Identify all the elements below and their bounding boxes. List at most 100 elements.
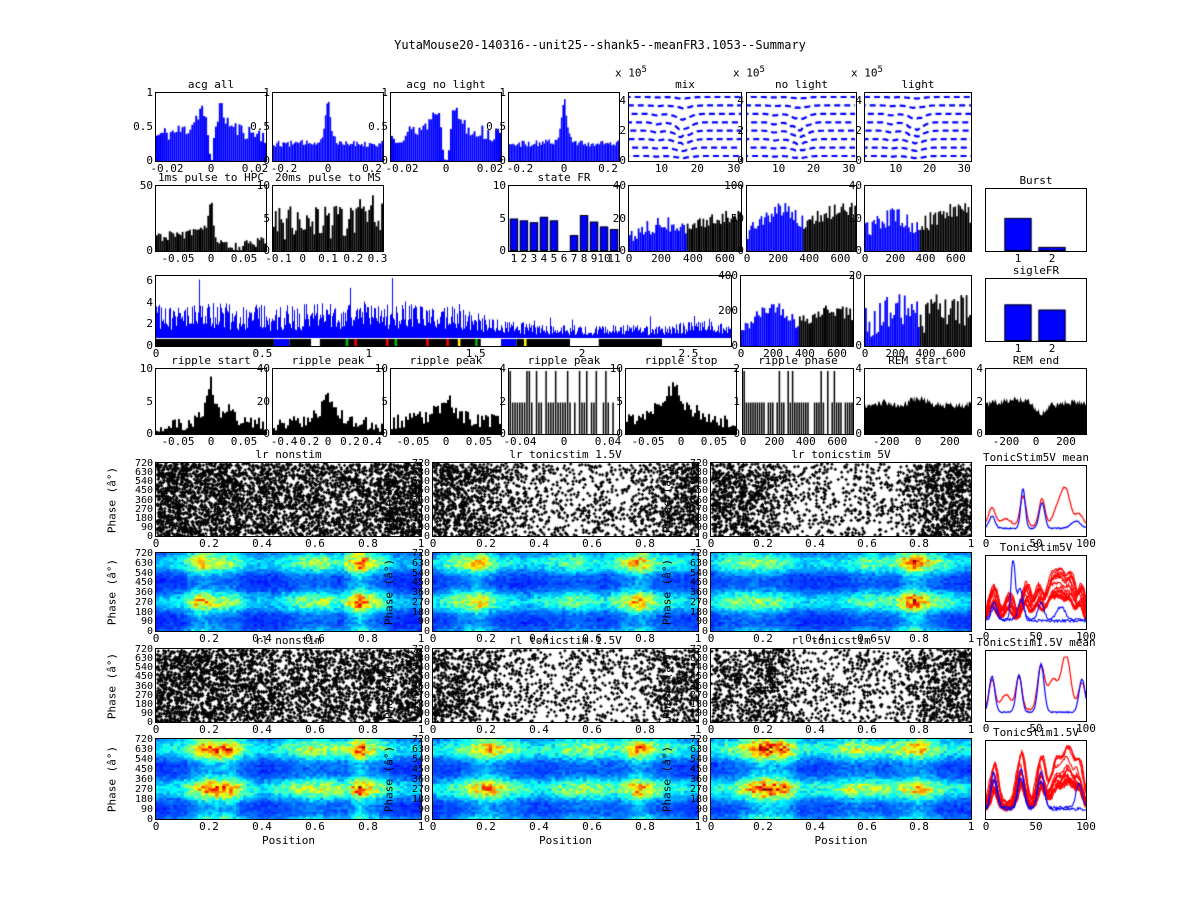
- x-tick-label: 400: [915, 252, 936, 265]
- panel-tonicstim5v-mean: TonicStim5V mean 0 50 100: [983, 451, 1096, 550]
- panel-heatmap-rl-tonicstim-5v: Phase (â°) Position 720 630 540 450 360 270 180 9…: [661, 735, 975, 848]
- y-tick-label: 5: [263, 211, 270, 225]
- y-tick-label: 2: [733, 362, 740, 375]
- y-tick-label: 0: [499, 154, 506, 167]
- x-tick-label: 600: [827, 435, 848, 448]
- plot-canvas-ripple-peak-narrow: [509, 369, 619, 434]
- y-tick-label: 0: [499, 427, 506, 440]
- y-tick-label: 2: [855, 394, 862, 408]
- y-tick-label: 450: [689, 577, 708, 589]
- y-tick-label: 20: [612, 211, 626, 225]
- x-tick-label: 1: [510, 252, 518, 265]
- plot-canvas-heatmap-lr-tonicstim-1-5v: [433, 553, 698, 631]
- y-tick-label: 360: [689, 774, 708, 785]
- x-tick-label: 0.6: [582, 537, 602, 550]
- x-tick-label: 0.6: [857, 820, 877, 833]
- y-tick-label: 0: [146, 814, 153, 825]
- y-tick-label: 40: [848, 179, 862, 192]
- y-tick-label: 630: [411, 653, 430, 665]
- y-tick-label: 450: [411, 577, 430, 589]
- panel-ripple-peak-wide: ripple peak 0 20 40 -0.4 -0.2 0 0.2 0.4: [257, 354, 384, 448]
- x-tick-label: 50: [1029, 820, 1043, 833]
- plot-canvas-raster-lr-tonicstim-1-5v: [433, 463, 698, 536]
- x-tick-label: 0: [324, 435, 332, 448]
- plot-canvas-raster-rl-tonicstim-5v: [711, 649, 971, 722]
- x-tick-label: 1: [967, 723, 975, 736]
- y-axis-label: Phase (â°): [660, 558, 674, 626]
- y-tick-label: 360: [411, 680, 430, 692]
- x-tick-label: 1: [417, 632, 425, 645]
- axis-exponent-label: x 105: [733, 65, 765, 80]
- plot-canvas-ripple-peak-wide: [273, 369, 383, 434]
- panel-raster-rl-nonstim: rl nonstim Phase (â°) 720 630 540 450 360 270 18…: [106, 634, 425, 736]
- x-tick-label: 0: [152, 537, 160, 550]
- y-tick-label: 540: [134, 567, 153, 579]
- y-tick-label: 20: [848, 211, 862, 225]
- y-tick-label: 630: [411, 744, 430, 755]
- y-tick-label: 5: [616, 394, 623, 408]
- x-tick-label: 2: [1048, 252, 1056, 265]
- panel-title: ripple phase: [758, 354, 838, 367]
- y-axis-label: Phase (â°): [105, 466, 119, 533]
- panel-title: 1ms pulse to HPC: [158, 171, 264, 184]
- panel-pulse-20ms-ms: 20ms pulse to MS 0 5 10 -0.1 0 0.1 0.2 0.3: [257, 171, 388, 265]
- x-tick-label: 0.2: [753, 723, 773, 736]
- x-tick-label: 0: [152, 347, 160, 360]
- y-tick-label: 4: [976, 362, 983, 375]
- x-tick-label: -0.2: [292, 435, 320, 448]
- x-tick-label: 0.4: [529, 820, 549, 833]
- panel-tonicstim1-5v-mean: TonicStim1.5V mean 0 50 100: [976, 636, 1096, 735]
- y-tick-label: 180: [689, 698, 708, 710]
- x-tick-label: 0.05: [230, 435, 258, 448]
- y-tick-label: 90: [417, 521, 430, 533]
- panel-title: mix: [675, 78, 695, 91]
- panel-heatmap-lr-tonicstim-5v: Phase (â°) 720 630 540 450 360 270 180 90 0 0 0.2 0.…: [661, 549, 975, 646]
- plot-canvas-heatmap-rl-nonstim: [156, 739, 421, 819]
- y-tick-label: 360: [134, 680, 153, 692]
- y-tick-label: 630: [689, 557, 708, 569]
- x-tick-label: 1: [694, 723, 702, 736]
- y-tick-label: 270: [689, 784, 708, 795]
- y-tick-label: 4: [737, 94, 744, 108]
- panel-title: REM start: [888, 354, 948, 367]
- y-tick-label: 10: [492, 179, 506, 192]
- y-tick-label: 180: [689, 512, 708, 524]
- y-tick-label: 0: [146, 626, 153, 637]
- y-tick-label: 0: [976, 427, 983, 440]
- y-tick-label: 540: [689, 567, 708, 579]
- y-tick-label: 50: [730, 211, 744, 225]
- y-tick-label: 0: [855, 339, 862, 352]
- y-tick-label: 360: [689, 494, 708, 506]
- plot-canvas-tonicstim5v-all: [986, 556, 1086, 629]
- panel-raster-lr-tonicstim-1-5v: lr tonicstim 1.5V Phase (â°) 720 630 540 450 3…: [383, 448, 702, 550]
- x-tick-label: 6: [560, 252, 568, 265]
- y-tick-label: 540: [411, 567, 430, 579]
- panel-rate-hist-mix: 0 20 40 0 200 400 600: [613, 180, 742, 265]
- y-tick-label: 0: [423, 717, 430, 728]
- y-tick-label: 720: [411, 548, 430, 559]
- axis-exponent-label: x 105: [851, 65, 883, 80]
- x-tick-label: 0.4: [805, 537, 825, 550]
- x-tick-label: 100: [1076, 820, 1096, 833]
- panel-title: rl nonstim: [255, 634, 322, 647]
- x-tick-label: 0: [442, 435, 450, 448]
- y-tick-label: 90: [140, 707, 153, 719]
- x-tick-label: 0.4: [252, 632, 272, 645]
- panel-title: ripple peak: [291, 354, 365, 367]
- panel-state-fr: state FR 0 5 10 1 2 3 4 5 6 7 8 9 10 11: [493, 171, 621, 265]
- x-tick-label: 1: [694, 632, 702, 645]
- y-tick-label: 20: [848, 269, 862, 282]
- panel-acg-no-light-wide: 0 0.5 1 -0.2 0 0.2: [486, 87, 620, 175]
- x-tick-label: 0: [560, 435, 568, 448]
- x-tick-label: 100: [1076, 630, 1096, 643]
- x-tick-label: 0.4: [252, 820, 272, 833]
- x-tick-label: 400: [683, 252, 703, 265]
- x-tick-label: 2: [520, 252, 528, 265]
- x-tick-label: -200: [992, 435, 1020, 448]
- y-tick-label: 270: [689, 596, 708, 608]
- panel-waveform-no-light: no light x 105 0 2 4 10 20 30: [733, 65, 857, 175]
- y-axis-label: Phase (â°): [105, 652, 119, 719]
- y-tick-label: 4: [855, 94, 862, 108]
- y-tick-label: 540: [134, 662, 153, 674]
- x-tick-label: 11: [607, 252, 621, 265]
